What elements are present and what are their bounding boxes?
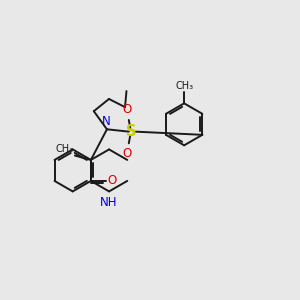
Text: O: O: [123, 103, 132, 116]
Text: CH₃: CH₃: [55, 144, 74, 154]
Text: NH: NH: [100, 196, 117, 209]
Text: N: N: [102, 115, 111, 128]
Text: O: O: [107, 174, 116, 188]
Text: CH₃: CH₃: [175, 81, 193, 91]
Text: O: O: [123, 147, 132, 161]
Text: S: S: [127, 124, 137, 139]
